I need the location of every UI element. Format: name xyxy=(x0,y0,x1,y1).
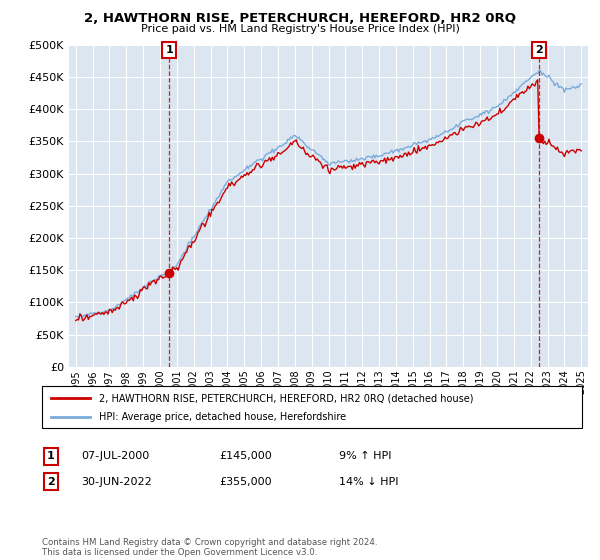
Text: Contains HM Land Registry data © Crown copyright and database right 2024.
This d: Contains HM Land Registry data © Crown c… xyxy=(42,538,377,557)
Text: £145,000: £145,000 xyxy=(219,451,272,461)
Text: £355,000: £355,000 xyxy=(219,477,272,487)
Text: 2, HAWTHORN RISE, PETERCHURCH, HEREFORD, HR2 0RQ (detached house): 2, HAWTHORN RISE, PETERCHURCH, HEREFORD,… xyxy=(99,393,473,403)
Text: 2, HAWTHORN RISE, PETERCHURCH, HEREFORD, HR2 0RQ: 2, HAWTHORN RISE, PETERCHURCH, HEREFORD,… xyxy=(84,12,516,25)
Text: 1: 1 xyxy=(165,45,173,55)
Text: 2: 2 xyxy=(535,45,543,55)
Text: 30-JUN-2022: 30-JUN-2022 xyxy=(81,477,152,487)
Text: 2: 2 xyxy=(47,477,55,487)
Text: 1: 1 xyxy=(47,451,55,461)
Text: HPI: Average price, detached house, Herefordshire: HPI: Average price, detached house, Here… xyxy=(99,412,346,422)
Text: 07-JUL-2000: 07-JUL-2000 xyxy=(81,451,149,461)
Text: Price paid vs. HM Land Registry's House Price Index (HPI): Price paid vs. HM Land Registry's House … xyxy=(140,24,460,34)
Text: 9% ↑ HPI: 9% ↑ HPI xyxy=(339,451,391,461)
Text: 14% ↓ HPI: 14% ↓ HPI xyxy=(339,477,398,487)
